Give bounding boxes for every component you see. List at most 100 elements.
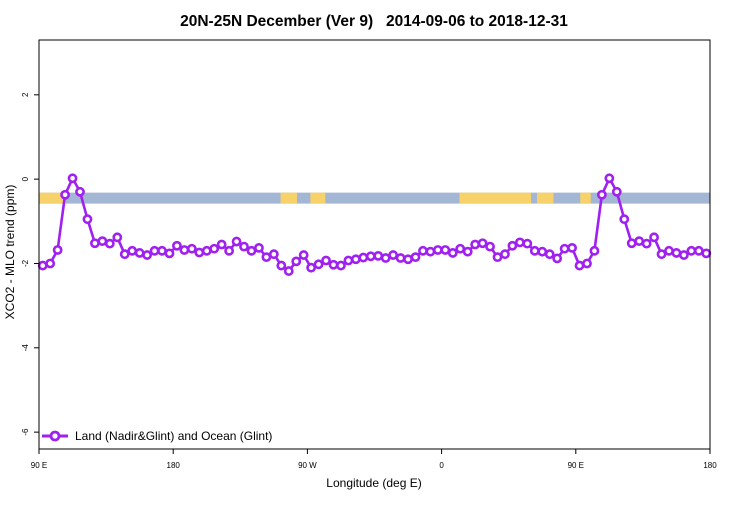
data-point [500,249,510,260]
plot-frame [38,39,711,450]
data-point [336,260,346,271]
data-point [418,245,428,256]
surface-band-ocean [39,192,710,204]
x-tick-label: 90 E [568,461,584,470]
data-point [209,243,220,254]
data-point [440,245,451,255]
data-point [380,253,391,263]
legend: Land (Nadir&Glint) and Ocean (Glint) [42,429,272,443]
data-point [582,258,592,269]
data-point [395,253,406,263]
data-point [82,214,93,225]
data-point [649,232,659,243]
data-point [537,246,548,257]
data-point [626,238,637,249]
data-point [321,255,331,266]
data-point [328,259,339,270]
surface-band-land [537,192,554,204]
data-point [164,248,175,259]
data-point [276,260,287,271]
y-tick-label: -2 [21,259,30,267]
data-point [574,260,585,271]
data-point [90,238,100,249]
data-point [596,189,607,200]
data-point [45,258,56,269]
data-point [186,243,197,254]
y-axis-label: XCO2 - MLO trend (ppm) [3,185,17,320]
data-point [350,254,361,265]
x-tick-label: 90 W [298,461,317,470]
x-tick-label: 180 [703,461,717,470]
y-tick-label: 2 [21,92,30,97]
x-tick-label: 90 E [31,461,47,470]
data-point [201,245,212,256]
y-tick-label: 0 [21,176,30,181]
data-point [112,232,123,243]
data-point [492,252,503,263]
data-point [529,245,540,256]
data-point [403,254,413,265]
data-point [306,262,317,273]
y-tick-label: -4 [21,344,30,352]
data-point [283,266,294,276]
x-axis-label: Longitude (deg E) [326,476,421,490]
data-point [67,173,78,184]
surface-band-land [580,192,591,204]
chart-title: 20N-25N December (Ver 9) 2014-09-06 to 2… [180,13,568,30]
data-point [246,245,257,256]
data-point [589,245,600,256]
data-point [611,186,622,197]
data-point [365,251,376,262]
data-point [157,245,167,256]
data-point [268,249,279,260]
data-point [216,239,227,250]
data-point [373,250,384,261]
x-tick-label: 180 [167,461,181,470]
surface-band-land [39,192,66,204]
data-point [291,256,302,267]
data-point [60,189,70,200]
data-point [619,214,630,225]
data-point [298,250,309,260]
data-point [172,240,182,251]
surface-band-land [459,192,532,204]
data-point [447,248,458,258]
x-tick-label: 0 [439,461,444,470]
data-point [559,243,570,254]
data-point [679,250,689,260]
data-point [343,255,354,266]
data-point [485,241,495,252]
data-point [104,238,115,249]
data-point [179,245,190,255]
data-point [455,243,466,254]
data-point [693,245,704,256]
data-point [567,242,577,253]
data-point [388,250,399,260]
data-point [410,252,421,263]
data-point [432,245,443,255]
data-point [134,248,145,258]
data-point [686,245,697,256]
data-point [522,238,533,249]
data-point [97,236,108,247]
data-point [641,238,652,249]
data-point [656,249,667,260]
data-point [358,252,369,263]
y-tick-label: -6 [21,428,30,436]
plot-area [37,173,712,276]
data-point [470,239,481,250]
data-point [75,186,85,197]
data-point [127,245,138,256]
data-point [239,241,249,252]
data-point [664,245,674,256]
data-point [425,246,436,257]
data-point [313,259,324,270]
data-point [149,245,160,256]
data-point [194,247,205,258]
data-point [634,236,645,247]
data-point [507,240,518,251]
data-point [477,238,488,249]
surface-band-land [310,192,326,204]
